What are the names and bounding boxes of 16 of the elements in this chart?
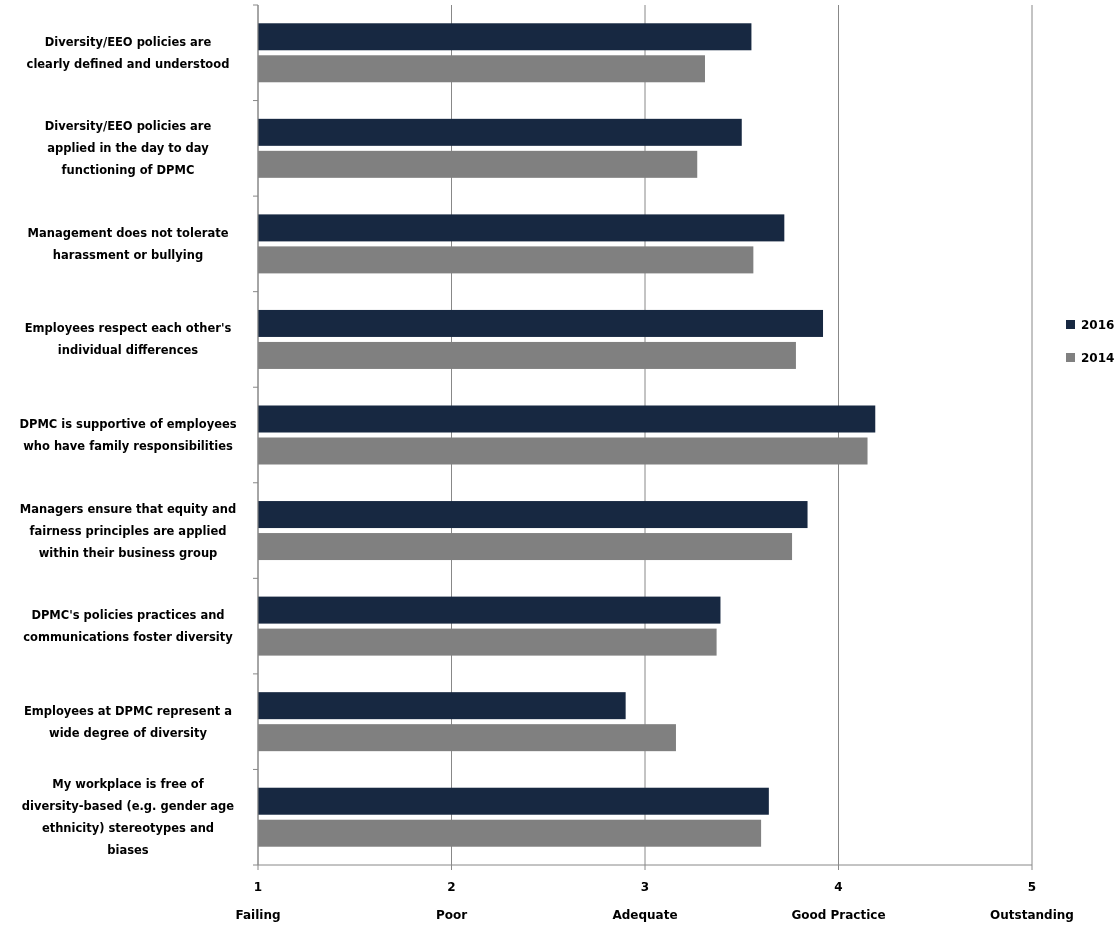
y-tick-label: Employees respect each other's individual differences — [24, 321, 232, 358]
legend-label: 2016 — [1081, 318, 1115, 332]
y-tick-label: Employees at DPMC represent a wide degree of diversity — [23, 703, 233, 740]
y-tick-label: Diversity/EEO policies are clearly defined and understood — [26, 34, 230, 71]
y-tick-label: My workplace is free of diversity-based (e.g. gender age ethnicity) stereotypes and biases — [21, 777, 235, 858]
x-tick-label: 1 Failing — [235, 880, 281, 922]
y-tick-label: Diversity/EEO policies are applied in the day to day functioning of DPMC — [44, 119, 212, 178]
y-tick-label: DPMC's policies practices and communications foster diversity — [23, 608, 234, 645]
x-tick-label: 3 Adequate — [612, 880, 678, 922]
x-tick-label: 5 Outstanding — [990, 880, 1074, 922]
y-tick-label: Managers ensure that equity and fairness principles are applied within their business group — [19, 501, 237, 560]
x-tick-label: 2 Poor — [435, 880, 468, 922]
x-tick-label: 4 Good Practice — [791, 880, 886, 922]
legend-label: 2014 — [1081, 351, 1115, 365]
y-tick-label: DPMC is supportive of employees who have family responsibilities — [19, 417, 237, 453]
y-tick-label: Management does not tolerate harassment or bullying — [27, 225, 229, 262]
